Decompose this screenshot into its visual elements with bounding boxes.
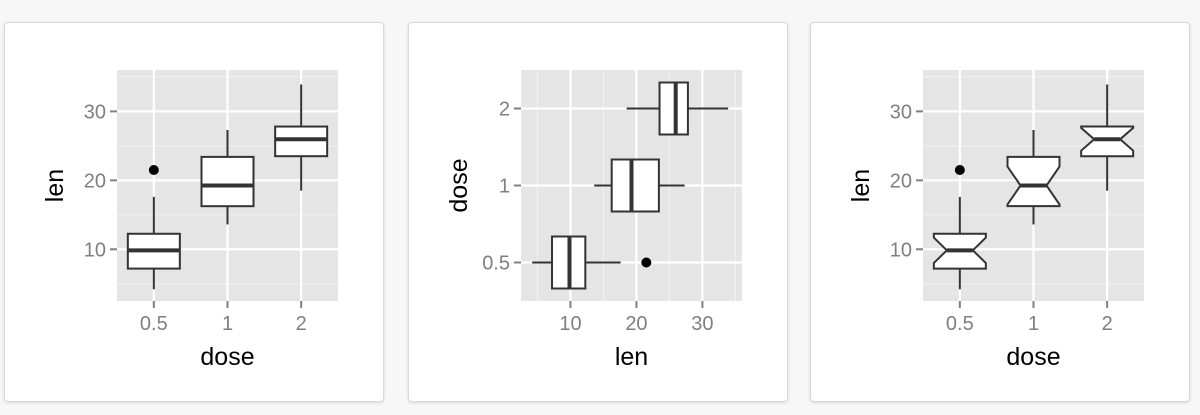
y-axis-title: dose [445,158,473,212]
x-tick-label: 20 [625,313,647,335]
y-axis-title: len [847,169,875,202]
boxplot-panel-horizontal: 10 20 30 0.5 1 2 len dose [408,22,788,402]
box [610,158,660,213]
outlier-point [148,164,159,175]
x-tick-label: 10 [559,313,581,335]
y-tick-label: 30 [84,101,106,123]
x-tick-label: 1 [1028,313,1039,335]
x-axis-title: len [615,343,648,371]
x-tick-label: 1 [222,313,233,335]
x-tick-label: 0.5 [140,313,168,335]
x-tick-label: 2 [296,313,307,335]
y-tick-label: 10 [84,239,106,261]
box [200,155,255,208]
box [274,125,329,158]
notched-box [1080,125,1135,158]
y-tick-label: 30 [890,101,912,123]
y-tick-label: 10 [890,239,912,261]
outlier-point [954,164,965,175]
x-axis-title: dose [1006,343,1060,371]
boxplot-chart-1: 10 20 30 0.5 1 2 dose len [41,70,338,371]
x-tick-label: 2 [1102,313,1113,335]
y-tick-label: 1 [499,176,510,198]
boxplot-panel-notched: 10 20 30 0.5 1 2 dose len [810,22,1190,402]
y-tick-label: 20 [890,170,912,192]
x-tick-label: 0.5 [946,313,974,335]
boxplot-chart-2: 10 20 30 0.5 1 2 len dose [445,70,742,371]
notched-box [1006,155,1061,208]
y-tick-label: 0.5 [482,253,510,275]
x-tick-label: 30 [691,313,713,335]
x-axis-title: dose [200,343,254,371]
y-axis-title: len [41,169,69,202]
outlier-point [641,257,652,268]
y-tick-label: 2 [499,99,510,121]
boxplot-panel-vertical: 10 20 30 0.5 1 2 dose len [4,22,384,402]
y-tick-label: 20 [84,170,106,192]
boxplot-chart-3: 10 20 30 0.5 1 2 dose len [847,70,1144,371]
